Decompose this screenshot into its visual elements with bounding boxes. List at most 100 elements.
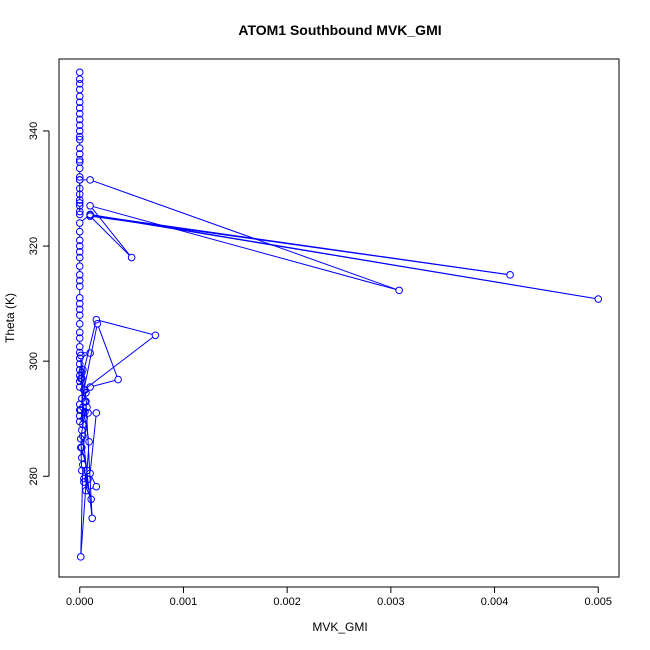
data-point — [86, 349, 94, 357]
y-tick-label: 300 — [28, 352, 40, 370]
x-tick-label: 0.004 — [481, 596, 509, 608]
data-point — [75, 328, 84, 337]
x-axis-label: MVK_GMI — [312, 620, 367, 634]
data-point — [75, 155, 84, 164]
x-tick-label: 0.001 — [170, 596, 198, 608]
data-point — [92, 482, 101, 491]
data-point — [75, 184, 84, 193]
x-tick-label: 0.000 — [66, 596, 94, 608]
x-tick-label: 0.003 — [377, 596, 405, 608]
data-point — [79, 432, 87, 440]
y-tick-label: 320 — [28, 237, 40, 255]
data-point — [75, 173, 84, 181]
series-segment — [93, 214, 507, 275]
data-point — [92, 315, 101, 324]
data-point — [93, 319, 102, 328]
x-tick-label: 0.005 — [584, 596, 612, 608]
series-segment — [89, 487, 94, 490]
data-point — [75, 92, 84, 101]
data-point — [82, 486, 90, 495]
data-point — [80, 474, 88, 483]
data-point — [114, 375, 122, 384]
data-point — [75, 319, 84, 328]
data-point — [75, 176, 84, 184]
data-point — [78, 443, 86, 452]
data-point — [75, 79, 84, 88]
data-point — [75, 242, 84, 250]
data-point — [76, 553, 85, 561]
series-segment — [86, 336, 153, 389]
data-point — [80, 414, 88, 423]
data-point — [75, 98, 84, 106]
data-point — [75, 132, 84, 141]
data-point — [75, 334, 84, 342]
data-point — [75, 253, 84, 262]
data-point — [85, 437, 93, 446]
data-point — [76, 406, 85, 414]
data-point — [75, 236, 84, 245]
series-segment — [93, 214, 595, 299]
data-point — [75, 282, 84, 291]
data-point — [75, 299, 84, 308]
y-axis: 280 300 320 340 — [28, 122, 50, 485]
data-point — [594, 295, 603, 303]
series-segment — [80, 450, 83, 468]
series-segment — [80, 358, 83, 370]
series-segment — [80, 445, 90, 554]
data-point — [75, 294, 84, 302]
series-layer — [75, 68, 603, 561]
data-point — [75, 150, 84, 158]
data-point — [75, 115, 84, 124]
data-point — [78, 426, 86, 435]
data-point — [78, 368, 86, 377]
data-point — [151, 331, 160, 340]
data-point — [75, 262, 84, 271]
x-axis: 0.000 0.001 0.002 0.003 0.004 0.005 — [66, 586, 612, 608]
series-segment — [82, 450, 87, 468]
data-point — [86, 176, 94, 184]
y-axis-label: Theta (K) — [3, 293, 17, 343]
data-point — [86, 210, 94, 219]
data-point — [75, 248, 84, 256]
data-point — [75, 75, 84, 83]
data-point — [86, 201, 94, 210]
y-tick-label: 280 — [28, 467, 40, 485]
series-segment — [89, 416, 97, 470]
data-point — [75, 360, 84, 368]
series-segment — [93, 380, 115, 387]
data-point — [75, 121, 84, 129]
data-point — [79, 420, 87, 429]
data-point — [75, 164, 84, 173]
data-point — [75, 199, 84, 207]
data-point — [75, 201, 84, 210]
data-point — [75, 127, 84, 135]
data-point — [75, 342, 84, 351]
data-point — [88, 514, 96, 523]
data-point — [75, 104, 84, 112]
data-point — [75, 276, 84, 285]
data-point — [75, 190, 84, 199]
data-point — [75, 210, 84, 219]
data-point — [75, 144, 84, 153]
data-point — [81, 386, 89, 394]
data-point — [87, 495, 95, 504]
data-point — [78, 374, 86, 383]
data-point — [75, 196, 84, 204]
data-point — [92, 409, 101, 417]
data-point — [79, 460, 87, 469]
data-point — [75, 305, 84, 314]
data-point — [75, 227, 84, 236]
data-point — [127, 253, 136, 262]
data-point — [83, 466, 91, 475]
series-segment — [91, 476, 96, 484]
series-segment — [93, 180, 397, 290]
chart-title: ATOM1 Southbound MVK_GMI — [238, 22, 441, 38]
x-tick-label: 0.002 — [273, 596, 301, 608]
data-point — [75, 207, 84, 216]
data-point — [75, 219, 84, 227]
plot-frame — [58, 58, 620, 578]
data-point — [75, 271, 84, 279]
y-tick-label: 340 — [28, 122, 40, 140]
